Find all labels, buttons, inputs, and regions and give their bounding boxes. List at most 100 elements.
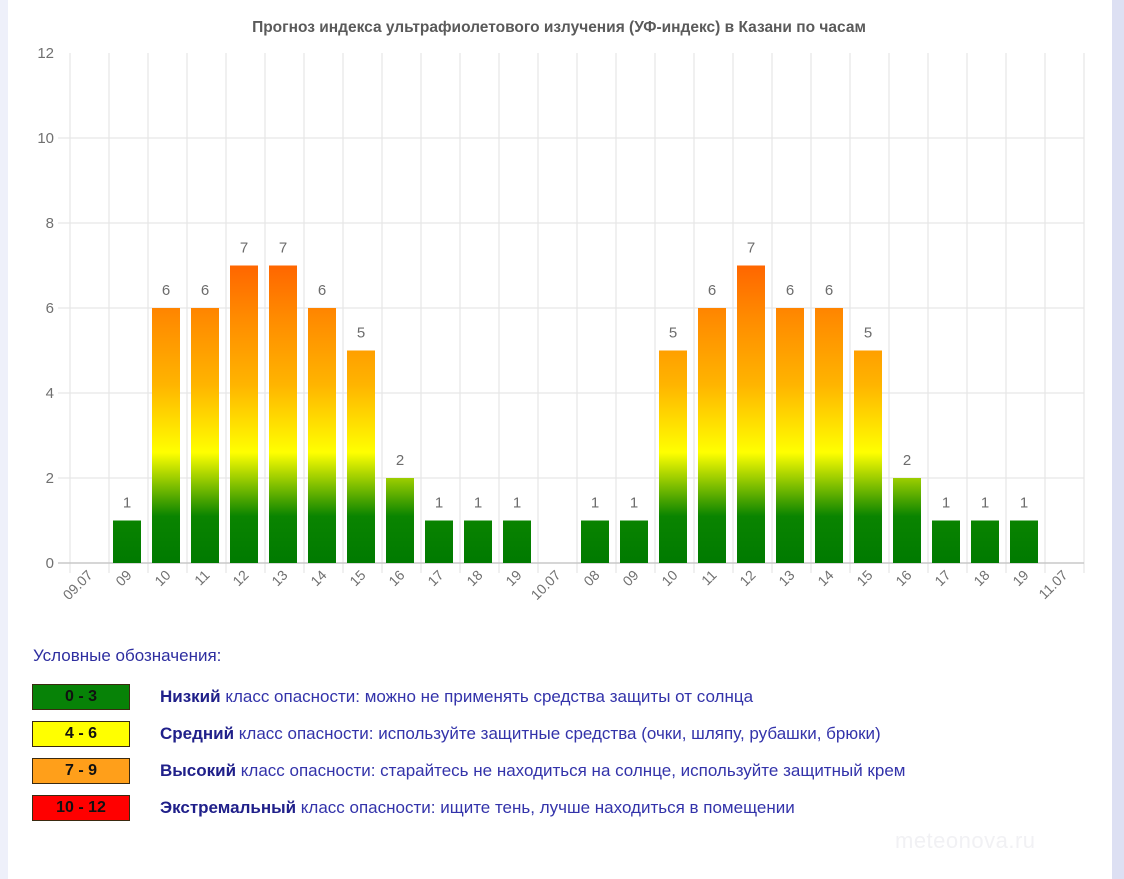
grid <box>58 53 1085 573</box>
bar <box>191 308 219 563</box>
legend-desc-extreme: класс опасности: ищите тень, лучше наход… <box>296 798 795 817</box>
bar <box>347 350 375 563</box>
data-label: 1 <box>123 495 131 512</box>
x-tick-label: 13 <box>775 567 797 589</box>
bar <box>425 520 453 563</box>
data-label: 6 <box>201 282 209 299</box>
data-label: 6 <box>786 282 794 299</box>
x-tick-label: 08 <box>580 567 602 589</box>
legend-desc-high: класс опасности: старайтесь не находитьс… <box>236 761 906 780</box>
data-label: 2 <box>903 452 911 469</box>
legend-item-medium: 4 - 6 Средний класс опасности: используй… <box>32 721 881 747</box>
y-tick-label: 6 <box>46 300 54 317</box>
legend-item-high: 7 - 9 Высокий класс опасности: старайтес… <box>32 758 905 784</box>
y-tick-label: 10 <box>37 130 54 147</box>
legend-text-low: Низкий класс опасности: можно не применя… <box>160 687 753 707</box>
data-label: 2 <box>396 452 404 469</box>
bar <box>269 265 297 563</box>
legend-text-extreme: Экстремальный класс опасности: ищите тен… <box>160 798 795 818</box>
data-label: 1 <box>981 495 989 512</box>
y-axis-ticks: 0 2 4 6 8 10 12 <box>37 45 54 572</box>
data-label: 7 <box>279 240 287 257</box>
x-tick-label: 12 <box>229 567 251 589</box>
data-label: 1 <box>1020 495 1028 512</box>
legend-desc-medium: класс опасности: используйте защитные ср… <box>234 724 881 743</box>
bar <box>581 520 609 563</box>
x-tick-label: 10 <box>658 567 680 589</box>
data-labels: 1 6 6 7 7 6 5 2 1 1 1 1 1 5 6 7 6 6 5 2 1 1 1 <box>123 240 1028 512</box>
data-label: 1 <box>435 495 443 512</box>
x-tick-label: 09.07 <box>60 567 96 603</box>
bar <box>113 520 141 563</box>
bar <box>1010 520 1038 563</box>
x-tick-label: 09 <box>112 567 134 589</box>
data-label: 6 <box>825 282 833 299</box>
x-axis-ticks: 09.07 09 10 11 12 13 14 15 16 17 18 19 10.07 08 09 10 11… <box>60 567 1071 603</box>
bar <box>503 520 531 563</box>
x-tick-label: 14 <box>814 567 836 589</box>
data-label: 6 <box>708 282 716 299</box>
x-tick-label: 18 <box>463 567 485 589</box>
page-edge-left <box>0 0 8 879</box>
x-tick-label: 10 <box>151 567 173 589</box>
bar <box>230 265 258 563</box>
bar <box>464 520 492 563</box>
data-label: 5 <box>864 325 872 342</box>
legend-swatch-high: 7 - 9 <box>32 758 130 784</box>
data-label: 5 <box>669 325 677 342</box>
data-label: 1 <box>474 495 482 512</box>
data-label: 5 <box>357 325 365 342</box>
legend-level-medium: Средний <box>160 724 235 743</box>
legend-swatch-extreme: 10 - 12 <box>32 795 130 821</box>
y-tick-label: 12 <box>37 45 54 62</box>
bar <box>737 265 765 563</box>
bar <box>620 520 648 563</box>
bar <box>152 308 180 563</box>
bar <box>386 478 414 563</box>
bar <box>308 308 336 563</box>
data-label: 1 <box>513 495 521 512</box>
uv-index-chart: Прогноз индекса ультрафиолетового излуче… <box>37 19 1085 603</box>
bars <box>113 265 1038 563</box>
legend-text-medium: Средний класс опасности: используйте защ… <box>160 724 881 744</box>
x-tick-label: 10.07 <box>528 567 564 603</box>
x-tick-label: 09 <box>619 567 641 589</box>
x-tick-label: 18 <box>970 567 992 589</box>
x-tick-label: 11 <box>698 567 720 589</box>
legend-title: Условные обозначения: <box>33 646 222 665</box>
x-tick-label: 17 <box>424 567 446 589</box>
legend-item-low: 0 - 3 Низкий класс опасности: можно не п… <box>32 684 753 710</box>
x-tick-label: 15 <box>346 567 368 589</box>
legend-item-extreme: 10 - 12 Экстремальный класс опасности: и… <box>32 795 795 821</box>
x-tick-label: 12 <box>736 567 758 589</box>
y-tick-label: 8 <box>46 215 54 232</box>
bar <box>698 308 726 563</box>
x-tick-label: 15 <box>853 567 875 589</box>
data-label: 1 <box>630 495 638 512</box>
x-tick-label: 11 <box>191 567 213 589</box>
x-tick-label: 17 <box>931 567 953 589</box>
data-label: 1 <box>591 495 599 512</box>
x-tick-label: 13 <box>268 567 290 589</box>
data-label: 7 <box>240 240 248 257</box>
x-tick-label: 14 <box>307 567 329 589</box>
y-tick-label: 4 <box>46 385 54 402</box>
legend-text-high: Высокий класс опасности: старайтесь не н… <box>160 761 905 781</box>
x-tick-label: 11.07 <box>1035 567 1071 603</box>
bar <box>815 308 843 563</box>
x-tick-label: 19 <box>1009 567 1031 589</box>
bar <box>854 350 882 563</box>
legend-swatch-low: 0 - 3 <box>32 684 130 710</box>
bar <box>932 520 960 563</box>
x-tick-label: 16 <box>892 567 914 589</box>
x-tick-label: 16 <box>385 567 407 589</box>
y-tick-label: 0 <box>46 555 54 572</box>
legend-level-low: Низкий <box>160 687 221 706</box>
chart-title: Прогноз индекса ультрафиолетового излуче… <box>252 19 866 36</box>
data-label: 1 <box>942 495 950 512</box>
watermark: meteonova.ru <box>895 828 1036 853</box>
bar <box>659 350 687 563</box>
page-edge-right <box>1112 0 1124 879</box>
bar <box>971 520 999 563</box>
legend-level-extreme: Экстремальный <box>160 798 297 817</box>
